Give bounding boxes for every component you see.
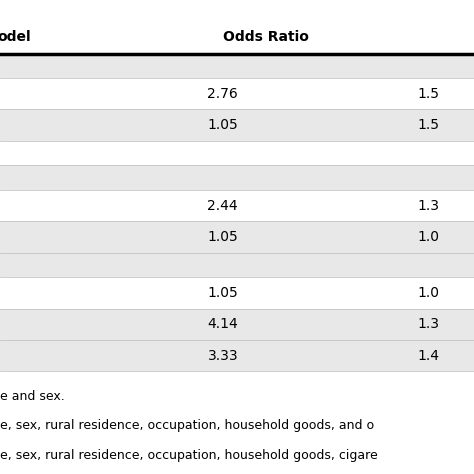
- Text: 1.05: 1.05: [208, 118, 238, 132]
- Text: 1.0: 1.0: [417, 286, 439, 300]
- Text: 4.14: 4.14: [208, 317, 238, 331]
- Text: 2.44: 2.44: [208, 199, 238, 213]
- Text: 1.3: 1.3: [417, 317, 439, 331]
- Bar: [0, 165, 474, 190]
- Text: Odds Ratio: Odds Ratio: [223, 30, 309, 45]
- Text: 1.05: 1.05: [208, 230, 238, 244]
- Bar: [0, 340, 474, 371]
- Bar: [0, 277, 474, 309]
- Text: 2.76: 2.76: [208, 87, 238, 101]
- Text: 1.3: 1.3: [417, 199, 439, 213]
- Bar: [0, 309, 474, 340]
- Text: e, sex, rural residence, occupation, household goods, and o: e, sex, rural residence, occupation, hou…: [0, 419, 374, 432]
- Text: e, sex, rural residence, occupation, household goods, cigare: e, sex, rural residence, occupation, hou…: [0, 449, 378, 462]
- Text: 1.0: 1.0: [417, 230, 439, 244]
- Bar: [0, 21, 474, 54]
- Text: odel: odel: [0, 30, 31, 45]
- Bar: [0, 253, 474, 277]
- Text: 1.4: 1.4: [417, 348, 439, 363]
- Text: 1.05: 1.05: [208, 286, 238, 300]
- Bar: [0, 54, 474, 78]
- Bar: [0, 221, 474, 253]
- Bar: [0, 190, 474, 221]
- Text: 1.5: 1.5: [417, 87, 439, 101]
- Text: 3.33: 3.33: [208, 348, 238, 363]
- Bar: [0, 141, 474, 165]
- Bar: [0, 109, 474, 141]
- Bar: [0, 78, 474, 109]
- Text: 1.5: 1.5: [417, 118, 439, 132]
- Text: e and sex.: e and sex.: [0, 390, 65, 403]
